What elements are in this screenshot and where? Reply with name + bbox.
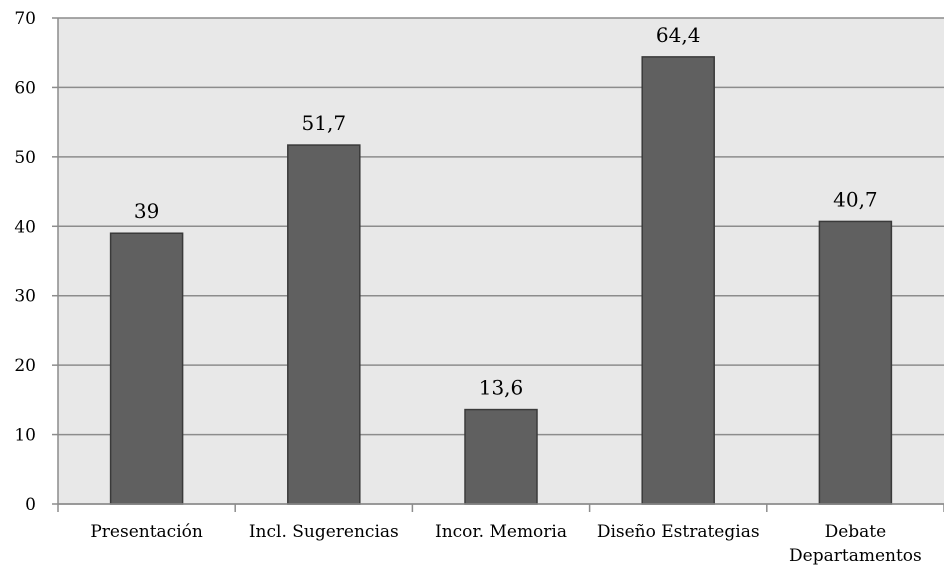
x-tick-label: Diseño Estrategias bbox=[597, 522, 760, 542]
y-tick-label: 30 bbox=[14, 287, 36, 307]
bar bbox=[818, 220, 893, 505]
y-tick-label: 60 bbox=[14, 78, 36, 98]
value-label: 40,7 bbox=[833, 187, 878, 211]
y-tick-label: 0 bbox=[25, 495, 36, 515]
bar bbox=[109, 232, 184, 505]
value-label: 39 bbox=[134, 199, 159, 223]
bar bbox=[464, 408, 538, 505]
x-tick-label: Debate Departamentos bbox=[789, 522, 922, 566]
bar bbox=[287, 144, 361, 505]
y-tick-label: 50 bbox=[14, 148, 36, 168]
value-label: 64,4 bbox=[656, 23, 701, 47]
x-tick-label: Incor. Memoria bbox=[435, 522, 567, 542]
x-tick-label: Presentación bbox=[90, 522, 203, 542]
bar bbox=[641, 56, 715, 505]
y-tick-label: 20 bbox=[14, 356, 36, 376]
y-tick-label: 40 bbox=[14, 217, 36, 237]
y-tick-label: 70 bbox=[14, 9, 36, 29]
value-label: 51,7 bbox=[302, 111, 347, 135]
y-tick-label: 10 bbox=[14, 426, 36, 446]
value-label: 13,6 bbox=[479, 376, 524, 400]
x-tick-label: Incl. Sugerencias bbox=[249, 522, 399, 542]
